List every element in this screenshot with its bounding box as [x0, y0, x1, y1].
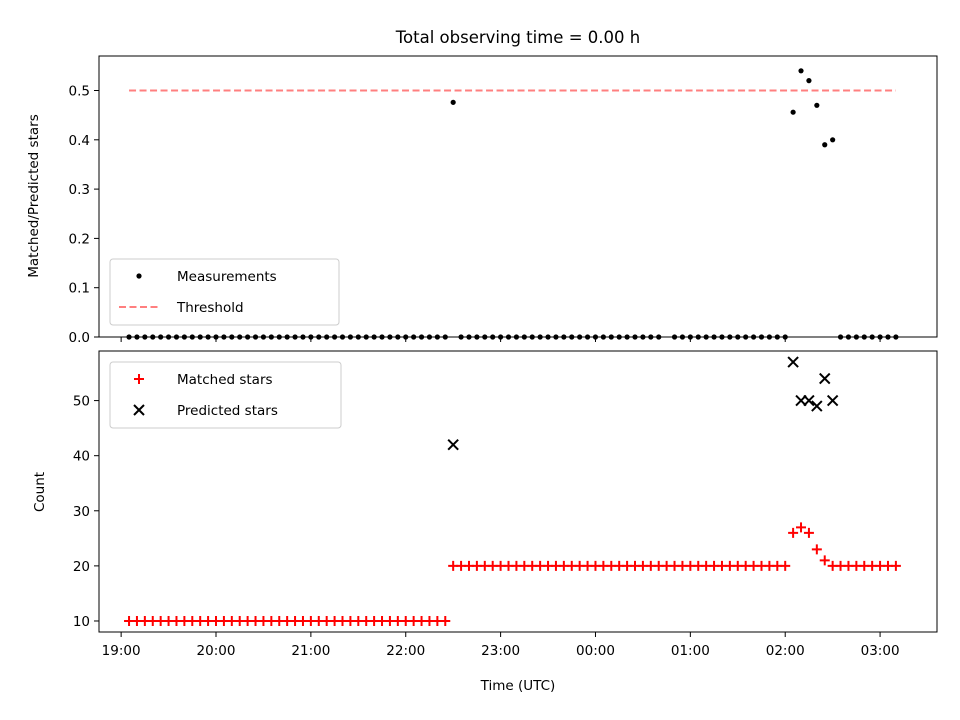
top-y-tick-label: 0.5 — [69, 84, 90, 100]
matched-stars-point — [811, 544, 822, 555]
predicted-stars-point — [803, 394, 815, 407]
bottom-y-tick-label: 20 — [73, 559, 90, 575]
measurement-point — [814, 102, 820, 108]
predicted-stars-point — [826, 394, 839, 407]
bottom-x-tick-label: 20:00 — [197, 643, 236, 659]
bottom-y-tick-label: 10 — [73, 614, 90, 630]
legend-predicted-stars-swatch — [133, 404, 145, 416]
measurement-point — [830, 137, 836, 143]
legend-label: Predicted stars — [177, 403, 278, 419]
bottom-y-tick-label: 40 — [73, 449, 90, 465]
top-axes: 0.0 0.1 0.2 0.3 0.4 0.5 Measurements Threshold — [69, 55, 938, 346]
top-y-axis-label: Matched/Predicted stars — [26, 114, 42, 277]
predicted-stars-point — [819, 372, 831, 385]
measurement-point — [806, 78, 812, 84]
bottom-x-tick-label: 22:00 — [386, 643, 425, 659]
bottom-y-tick-label: 30 — [73, 504, 90, 520]
top-y-tick-label: 0.3 — [69, 182, 90, 198]
matched-stars-point — [803, 527, 814, 538]
matched-stars-point — [788, 527, 799, 538]
bottom-axes-frame — [98, 350, 938, 633]
top-legend-box — [109, 258, 340, 326]
legend-matched-stars-swatch — [134, 374, 144, 384]
predicted-stars-point — [787, 356, 799, 368]
predicted-stars-point — [811, 400, 823, 412]
matched-stars-point — [827, 560, 838, 571]
matched-stars-point — [819, 555, 830, 566]
legend-label: Threshold — [176, 300, 244, 316]
bottom-legend: Matched stars Predicted stars — [109, 361, 342, 429]
bottom-x-tick-label: 19:00 — [102, 643, 141, 659]
bottom-x-tick-label: 00:00 — [576, 643, 615, 659]
measurement-point — [822, 142, 828, 148]
top-y-tick-label: 0.1 — [69, 281, 90, 297]
matched-stars-point — [440, 615, 451, 626]
top-chart-title: Total observing time = 0.00 h — [395, 28, 640, 47]
legend-label: Measurements — [177, 269, 277, 285]
bottom-y-axis-label: Count — [32, 472, 48, 512]
measurement-point — [798, 68, 804, 74]
bottom-x-tick-label: 23:00 — [481, 643, 520, 659]
bottom-x-tick-label: 03:00 — [861, 643, 900, 659]
measurement-point — [790, 109, 796, 115]
top-y-tick-label: 0.2 — [69, 231, 90, 247]
top-y-tick-label: 0.0 — [69, 330, 90, 346]
x-axis-label: Time (UTC) — [480, 678, 556, 694]
top-legend: Measurements Threshold — [109, 258, 340, 326]
bottom-x-tick-label: 01:00 — [671, 643, 710, 659]
legend-measurements-swatch — [136, 273, 142, 279]
bottom-legend-box — [109, 361, 342, 429]
matched-stars-point — [780, 560, 791, 571]
predicted-stars-point — [447, 438, 459, 451]
bottom-y-tick-label: 50 — [73, 394, 90, 410]
top-y-tick-label: 0.4 — [69, 133, 90, 149]
legend-label: Matched stars — [177, 372, 273, 388]
measurement-point — [450, 99, 456, 105]
bottom-x-tick-label: 02:00 — [766, 643, 805, 659]
bottom-axes: 19:00 20:00 21:00 22:00 23:00 00:00 01:00 02:00… — [73, 350, 938, 659]
matched-stars-point — [890, 560, 901, 571]
matched-stars-point — [796, 522, 807, 533]
bottom-x-tick-label: 21:00 — [291, 643, 330, 659]
top-axes-frame — [98, 55, 938, 338]
